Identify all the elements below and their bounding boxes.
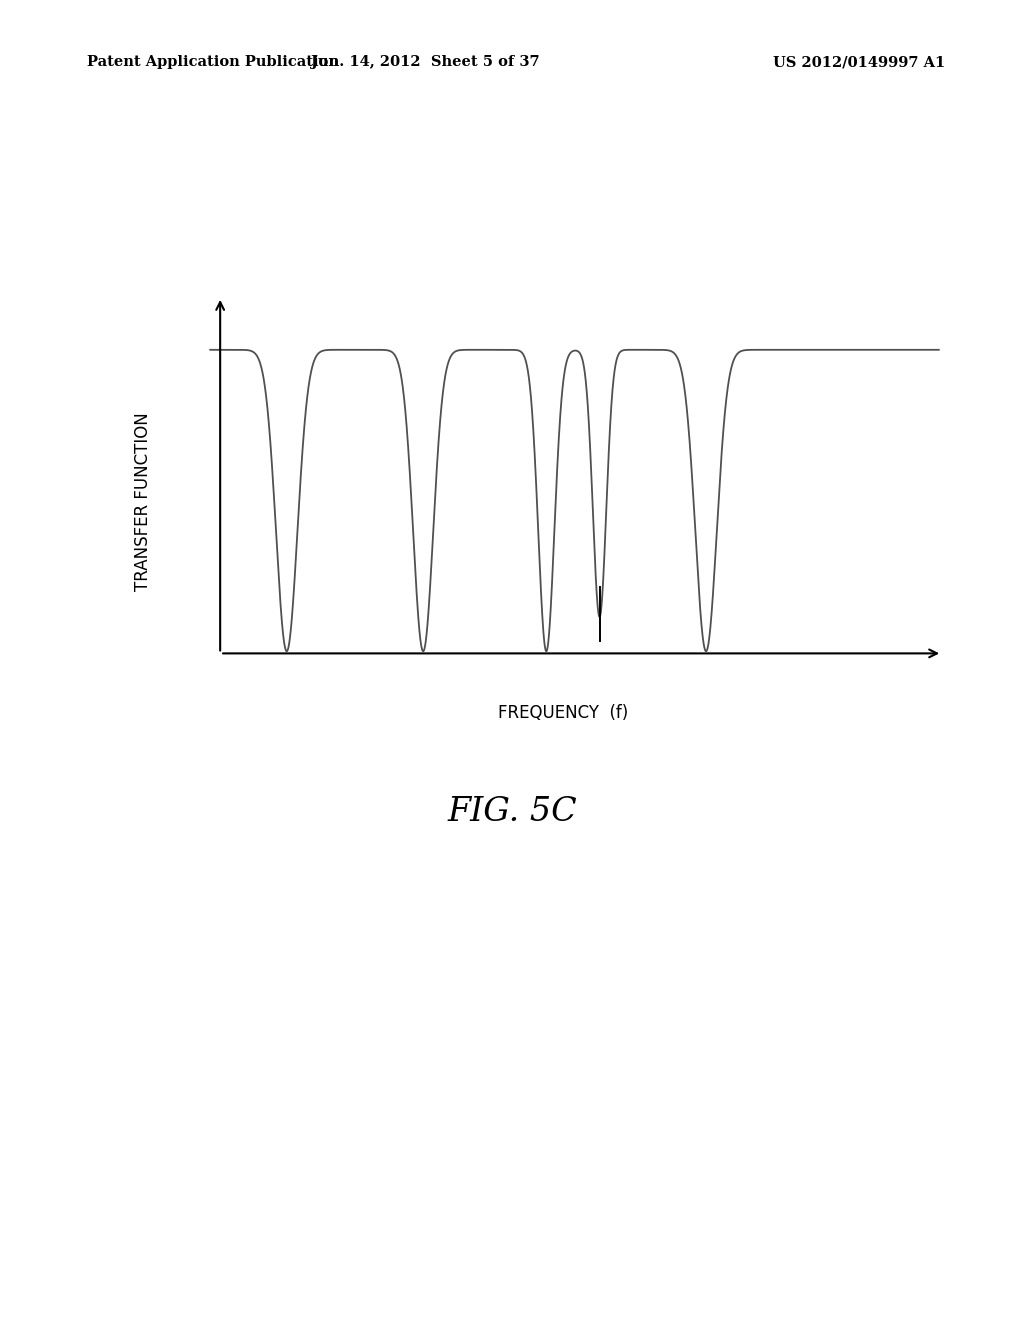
Text: FIG. 5C: FIG. 5C xyxy=(447,796,577,828)
Text: Patent Application Publication: Patent Application Publication xyxy=(87,55,339,70)
Text: Jun. 14, 2012  Sheet 5 of 37: Jun. 14, 2012 Sheet 5 of 37 xyxy=(310,55,540,70)
Text: FREQUENCY  (f): FREQUENCY (f) xyxy=(498,704,629,722)
Text: US 2012/0149997 A1: US 2012/0149997 A1 xyxy=(773,55,945,70)
Text: TRANSFER FUNCTION: TRANSFER FUNCTION xyxy=(134,412,153,591)
